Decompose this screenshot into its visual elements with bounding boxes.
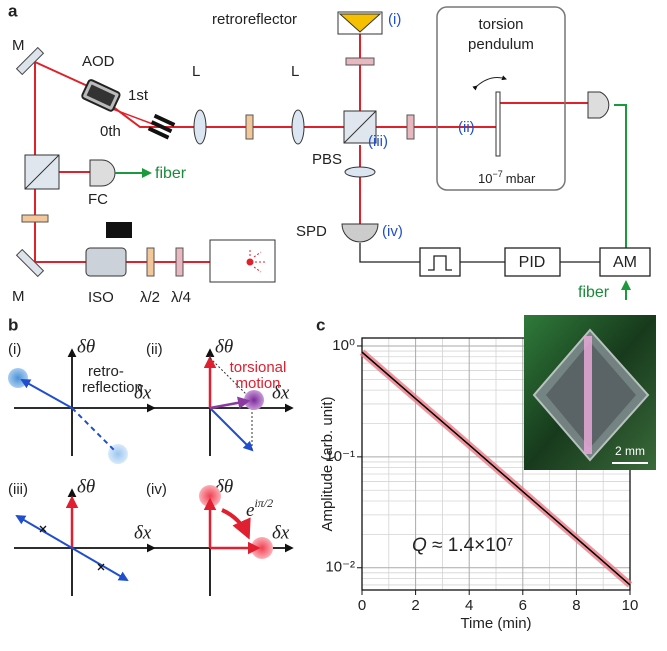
x-tick-label: 4 <box>465 597 473 614</box>
isolator <box>86 248 126 276</box>
annotation: Q ≈ 1.4×10⁷ <box>412 535 513 556</box>
marker: (ii) <box>458 119 475 136</box>
lens <box>345 167 375 177</box>
spd <box>342 224 378 242</box>
note: torsional <box>230 359 287 376</box>
axis-label: δx <box>134 522 152 543</box>
marker: (iv) <box>382 223 403 240</box>
y-axis-label: Amplitude (arb. unit) <box>319 396 336 531</box>
note: motion <box>235 375 280 392</box>
label: 1st <box>128 87 149 104</box>
label: fiber <box>578 284 610 301</box>
axis-label: δθ <box>77 336 95 357</box>
phase-base: e <box>246 500 254 521</box>
note: reflection <box>82 379 143 396</box>
phase-diagram: (iii) δθ δx <box>8 476 154 596</box>
waveplate <box>346 58 374 65</box>
label: AOD <box>82 53 115 70</box>
label: L <box>192 63 200 80</box>
x-tick-label: 10 <box>622 597 639 614</box>
y-tick-label: 10⁰ <box>332 337 355 354</box>
waveplate <box>246 115 253 139</box>
wire <box>360 243 600 262</box>
x-axis-label: Time (min) <box>460 615 531 632</box>
pendulum <box>496 92 500 156</box>
vector <box>84 555 127 580</box>
lens <box>292 110 304 144</box>
marker: (i) <box>8 341 21 358</box>
axis-label: δθ <box>77 476 95 497</box>
label: torsion <box>478 16 523 33</box>
vector <box>17 516 60 541</box>
x-tick-label: 6 <box>519 597 527 614</box>
label: SPD <box>296 223 327 240</box>
fiber-stripe <box>584 336 592 454</box>
panel-a: a M M AOD 1st 0th L L PBS (iii) retroref… <box>8 1 650 305</box>
waveplate <box>407 115 414 139</box>
scale-label: 2 mm <box>615 444 645 458</box>
fiber <box>614 105 626 250</box>
y-tick-label: 10⁻² <box>325 559 355 576</box>
laser <box>210 240 275 282</box>
panel-label: b <box>8 315 18 334</box>
marker: (i) <box>388 11 401 28</box>
axis-label: δx <box>272 522 290 543</box>
label: PID <box>519 254 546 271</box>
panel-label: c <box>316 315 325 334</box>
label: AM <box>613 254 637 271</box>
label: λ/4 <box>171 289 191 306</box>
state <box>8 368 28 388</box>
magnet <box>106 222 132 238</box>
axis-label: δθ <box>215 336 233 357</box>
label: fiber <box>155 165 187 182</box>
label: ISO <box>88 289 114 306</box>
panel-c: c 10⁻²10⁻¹10⁰0246810Time (min)Amplitude … <box>316 315 656 632</box>
marker: (iii) <box>368 133 388 150</box>
panel-label: a <box>8 1 18 20</box>
x-tick-label: 0 <box>358 597 366 614</box>
waveplate <box>22 215 48 222</box>
vector <box>210 408 252 450</box>
label: L <box>291 63 299 80</box>
annotation-text: ≈ 1.4×10⁷ <box>427 535 514 556</box>
waveplate <box>176 248 183 276</box>
vector <box>22 380 72 408</box>
fiber-coupler <box>588 92 609 118</box>
rotation-arrow <box>222 510 248 536</box>
fiber-coupler <box>90 160 115 186</box>
x-tick-label: 8 <box>572 597 580 614</box>
marker: (iii) <box>8 481 28 498</box>
label: PBS <box>312 151 342 168</box>
label: M <box>12 37 25 54</box>
marker: (ii) <box>146 341 163 358</box>
label: FC <box>88 191 108 208</box>
label: λ/2 <box>140 289 160 306</box>
vector <box>72 408 116 452</box>
figure: a M M AOD 1st 0th L L PBS (iii) retroref… <box>0 0 667 651</box>
laser-dot <box>247 259 254 266</box>
label: M <box>12 288 25 305</box>
phase: eiπ/2 <box>246 496 273 522</box>
label: pendulum <box>468 36 534 53</box>
x-tick-label: 2 <box>411 597 419 614</box>
rotation-arrow <box>477 78 506 86</box>
note: retro- <box>88 363 124 380</box>
annotation-symbol: Q <box>412 535 427 556</box>
aod <box>81 79 120 111</box>
panel-b: b (i) δθ δx retro-reflection (ii) δθ δx torsion… <box>8 315 292 596</box>
lens <box>194 110 206 144</box>
waveplate <box>147 248 154 276</box>
phase-exponent: iπ/2 <box>254 496 273 510</box>
label: 0th <box>100 123 121 140</box>
marker: (iv) <box>146 481 167 498</box>
label: retroreflector <box>212 11 297 28</box>
vector <box>210 401 248 408</box>
vacuum-chamber <box>437 7 565 190</box>
photo-inset: 2 mm <box>524 315 656 470</box>
filter <box>420 248 460 276</box>
